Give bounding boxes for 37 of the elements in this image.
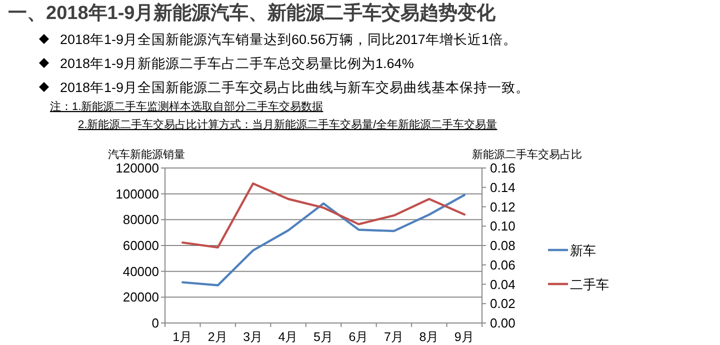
y-tick-label: 60000	[122, 238, 159, 253]
x-tick-label: 1月	[172, 330, 193, 344]
y-tick-label: 40000	[122, 264, 159, 279]
x-tick-label: 6月	[348, 330, 369, 344]
y-tick-label: 80000	[122, 212, 159, 228]
chart-title: 一、2018年1-9月新能源汽车、新能源二手车交易趋势变化	[8, 2, 497, 24]
y-tick-label: 100000	[116, 186, 159, 202]
y-tick-label: 0	[152, 316, 159, 330]
x-tick-label: 3月	[243, 330, 264, 344]
x-tick-label: 2月	[208, 330, 228, 344]
y-tick-label: 20000	[122, 290, 159, 305]
y-axis-title: 汽车新能源销量	[108, 148, 185, 161]
x-tick-label: 5月	[314, 330, 334, 344]
y2-tick-label: 0.04	[490, 276, 516, 292]
y2-axis-title: 新能源二手车交易占比	[472, 148, 582, 161]
y2-tick-label: 0.00	[490, 316, 516, 330]
x-tick-label: 9月	[454, 330, 474, 344]
x-tick-label: 8月	[419, 330, 440, 344]
y2-tick-label: 0.06	[490, 257, 516, 272]
text: 2.新能源二手车交易占比计算方式：当月新能源二手车交易量/全年新能源二手车交易量	[78, 118, 498, 131]
legend-label: 二手车	[570, 277, 609, 292]
y2-tick-label: 0.14	[490, 180, 516, 195]
y2-tick-label: 0.16	[490, 160, 516, 176]
x-tick-label: 7月	[384, 330, 404, 344]
line-series	[182, 182, 466, 249]
line-series	[182, 194, 466, 286]
text: 注：1.新能源二手车监测样本选取自部分二手车交易数据	[50, 100, 324, 113]
text: 2018年1-9月全国新能源二手车交易占比曲线与新车交易曲线基本保持一致。	[60, 80, 530, 95]
y2-tick-label: 0.02	[490, 296, 516, 312]
y2-tick-label: 0.10	[490, 218, 516, 234]
y2-tick-label: 0.12	[490, 199, 516, 214]
y2-tick-label: 0.08	[490, 238, 516, 253]
text: 2018年1-9月全国新能源汽车销量达到60.56万辆，同比2017年增长近1倍。	[60, 32, 517, 47]
x-tick-label: 4月	[278, 330, 298, 344]
text: 2018年1-9月新能源二手车占二手车总交易量比例为1.64%	[60, 56, 414, 71]
y-tick-label: 120000	[116, 160, 159, 176]
legend-label: 新车	[570, 243, 596, 258]
